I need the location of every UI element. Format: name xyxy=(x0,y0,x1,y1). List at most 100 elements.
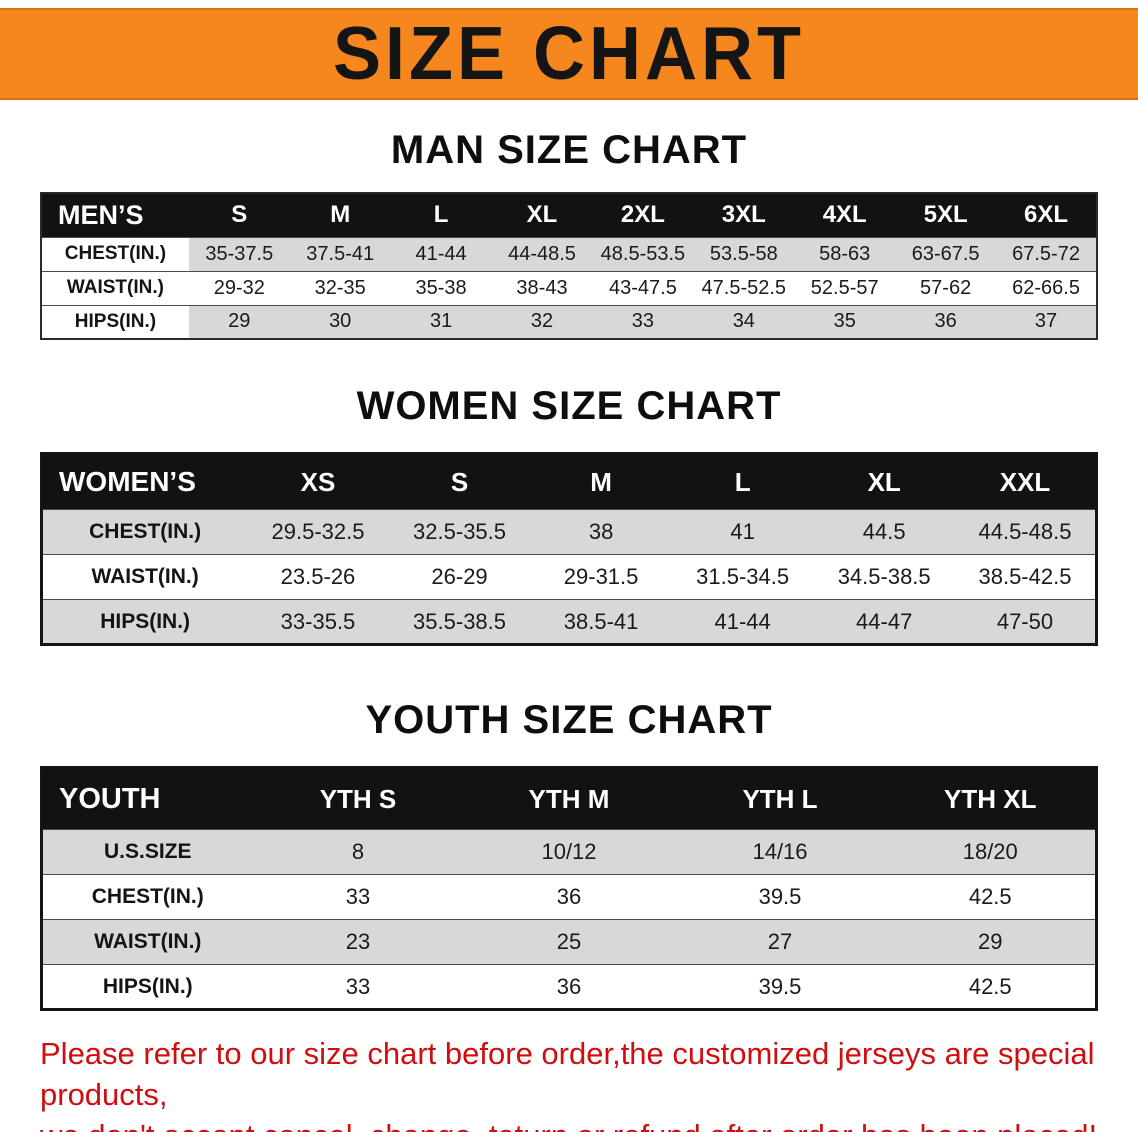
table-cell: 29 xyxy=(188,305,290,339)
row-label: HIPS(IN.) xyxy=(41,305,189,339)
women-size-chart-section: WOMEN SIZE CHART WOMEN’S XS S M L XL XXL CHEST(… xyxy=(0,382,1138,646)
row-label: WAIST(IN.) xyxy=(41,919,253,965)
column-header: L xyxy=(390,193,492,237)
table-cell: 63-67.5 xyxy=(895,237,997,271)
column-header: 2XL xyxy=(592,193,694,237)
table-row: CHEST(IN.) 29.5-32.5 32.5-35.5 38 41 44.5 44.5… xyxy=(41,509,1097,555)
table-row: U.S.SIZE 8 10/12 14/16 18/20 xyxy=(41,829,1097,875)
table-cell: 42.5 xyxy=(968,884,1012,909)
table-row: WAIST(IN.) 23.5-26 26-29 29-31.5 31.5-34.5 34… xyxy=(41,554,1097,600)
table-row: WAIST(IN.) 29-32 32-35 35-38 38-43 43-47.5 47.… xyxy=(41,271,1097,305)
row-label: U.S.SIZE xyxy=(41,829,253,875)
row-label: CHEST(IN.) xyxy=(41,237,189,271)
men-size-table-table: MEN’S S M L XL 2XL 3XL 4XL 5XL 6XL CHEST(IN.) 35-37… xyxy=(40,192,1098,340)
table-cell: 29.5-32.5 xyxy=(247,509,389,555)
table-cell: 35-38 xyxy=(415,276,467,299)
table-cell: 43-47.5 xyxy=(608,276,677,299)
row-label: HIPS(IN.) xyxy=(41,599,248,645)
column-header: S xyxy=(188,193,290,237)
table-cell: 38.5-41 xyxy=(530,599,672,645)
row-label: HIPS(IN.) xyxy=(102,974,193,998)
table-cell: 42.5 xyxy=(968,973,1012,999)
column-header: L xyxy=(671,453,814,510)
disclaimer: Please refer to our size chart before or… xyxy=(40,1033,1100,1132)
table-row: CHEST(IN.) 33 36 39.5 42.5 xyxy=(41,874,1097,920)
column-header: 4XL xyxy=(794,193,896,237)
youth-size-table: YOUTH YTH S YTH M YTH L YTH XL U.S.SIZE 8 10/12… xyxy=(40,766,1098,1011)
table-cell: 10/12 xyxy=(463,829,675,875)
table-cell: 47.5-52.5 xyxy=(701,276,787,299)
column-header: XL xyxy=(491,193,593,237)
column-header: M xyxy=(530,453,672,510)
table-cell: 39.5 xyxy=(758,973,802,999)
table-cell: 35-37.5 xyxy=(188,237,290,271)
table-cell: 26-29 xyxy=(431,564,488,589)
table-cell: 44-48.5 xyxy=(491,237,593,271)
table-cell: 36 xyxy=(556,884,582,909)
section-heading-women: WOMEN SIZE CHART xyxy=(356,384,782,428)
men-size-table: MEN’S S M L XL 2XL 3XL 4XL 5XL 6XL CHEST(IN.) 35-37… xyxy=(40,192,1098,340)
table-cell: 44.5 xyxy=(813,509,955,555)
table-cell: 23.5-26 xyxy=(280,564,356,589)
women-size-table-table: WOMEN’S XS S M L XL XXL CHEST(IN.) 29.5-32.5 32.5… xyxy=(40,452,1098,646)
table-cell: 31.5-34.5 xyxy=(696,564,790,589)
disclaimer-line-1: Please refer to our size chart before or… xyxy=(40,1036,1095,1112)
table-cell: 44-47 xyxy=(813,599,955,645)
column-header: YTH M xyxy=(463,767,675,830)
table-cell: 27 xyxy=(674,919,886,965)
table-cell: 29-31.5 xyxy=(563,564,639,589)
row-label: WAIST(IN.) xyxy=(66,277,164,298)
table-cell: 41-44 xyxy=(671,599,814,645)
table-cell: 47-50 xyxy=(954,599,1097,645)
column-header: M xyxy=(289,193,391,237)
table-cell: 33 xyxy=(345,884,371,909)
table-cell: 41 xyxy=(671,509,814,555)
table-row: HIPS(IN.) 33-35.5 35.5-38.5 38.5-41 41-44 44-… xyxy=(41,599,1097,645)
table-cell: 57-62 xyxy=(920,276,972,299)
column-header: XS xyxy=(247,453,389,510)
youth-size-chart-section: YOUTH SIZE CHART YOUTH YTH S YTH M YTH L YTH… xyxy=(0,696,1138,1011)
table-cell: 39.5 xyxy=(758,884,802,909)
column-header: XXL xyxy=(954,453,1097,510)
table-cell: 48.5-53.5 xyxy=(592,237,694,271)
women-size-table: WOMEN’S XS S M L XL XXL CHEST(IN.) 29.5-32.5 32.5… xyxy=(40,452,1098,646)
table-cell: 14/16 xyxy=(674,829,886,875)
column-header: YTH S xyxy=(252,767,464,830)
table-cell: 38-43 xyxy=(516,276,568,299)
table-cell: 35.5-38.5 xyxy=(388,599,531,645)
table-cell: 36 xyxy=(556,973,582,999)
table-cell: 34.5-38.5 xyxy=(837,564,931,589)
table-title-cell: MEN’S xyxy=(41,193,189,237)
table-cell: 37 xyxy=(996,305,1097,339)
page-title: SIZE CHART xyxy=(333,12,805,96)
row-label: WAIST(IN.) xyxy=(91,565,199,588)
disclaimer-line-2: we don't accept cancel, change, teturn o… xyxy=(40,1115,1100,1132)
man-size-chart-section: MAN SIZE CHART MEN’S S M L XL 2XL 3XL 4XL 5XL 6XL… xyxy=(0,126,1138,340)
banner: SIZE CHART xyxy=(0,8,1138,100)
table-cell: 32.5-35.5 xyxy=(388,509,531,555)
table-cell: 58-63 xyxy=(794,237,896,271)
header-row: YOUTH YTH S YTH M YTH L YTH XL xyxy=(41,767,1097,830)
table-cell: 62-66.5 xyxy=(1012,276,1080,299)
youth-size-table-table: YOUTH YTH S YTH M YTH L YTH XL U.S.SIZE 8 10/12… xyxy=(40,766,1098,1011)
section-heading-men: MAN SIZE CHART xyxy=(390,128,748,172)
table-cell: 52.5-57 xyxy=(810,276,879,299)
column-header: XL xyxy=(813,453,955,510)
header-row: WOMEN’S XS S M L XL XXL xyxy=(41,453,1097,510)
table-title-cell: WOMEN’S xyxy=(41,453,248,510)
table-cell: 23 xyxy=(252,919,464,965)
table-cell: 33 xyxy=(592,305,694,339)
table-cell: 33 xyxy=(345,973,371,999)
table-row: WAIST(IN.) 23 25 27 29 xyxy=(41,919,1097,965)
table-cell: 32 xyxy=(491,305,593,339)
table-cell: 30 xyxy=(289,305,391,339)
column-header: 6XL xyxy=(996,193,1097,237)
table-row: HIPS(IN.) 33 36 39.5 42.5 xyxy=(41,964,1097,1010)
table-cell: 31 xyxy=(390,305,492,339)
table-cell: 29-32 xyxy=(213,276,265,299)
table-cell: 41-44 xyxy=(390,237,492,271)
column-header: 3XL xyxy=(693,193,795,237)
section-heading-youth: YOUTH SIZE CHART xyxy=(365,698,773,742)
row-label: CHEST(IN.) xyxy=(91,885,204,908)
